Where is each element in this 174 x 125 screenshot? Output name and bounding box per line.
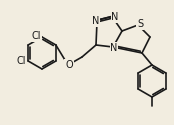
Text: Cl: Cl [17, 56, 26, 66]
Text: N: N [92, 16, 100, 26]
Text: O: O [65, 60, 73, 70]
Text: S: S [137, 19, 143, 29]
Text: Cl: Cl [31, 31, 41, 41]
Text: N: N [110, 43, 118, 53]
Text: N: N [111, 12, 119, 22]
